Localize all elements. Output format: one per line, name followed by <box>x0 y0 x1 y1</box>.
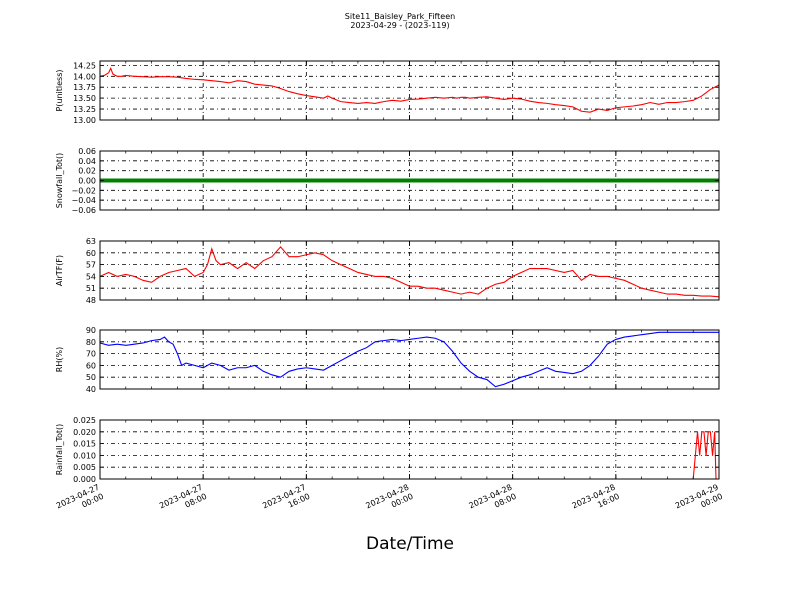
y-tick-label: 14.25 <box>73 61 96 70</box>
y-axis-label: Rainfall_Tot() <box>55 424 64 476</box>
y-tick-label: 80 <box>86 338 96 347</box>
y-tick-label: 51 <box>86 284 96 293</box>
x-tick-label: 2023-04-2816:00 <box>571 483 621 520</box>
y-tick-label: 13.25 <box>73 105 96 114</box>
x-tick-label: 2023-04-2716:00 <box>261 483 311 520</box>
x-axis-label: Date/Time <box>366 534 454 554</box>
chart-title: Site11_Baisley_Park_Fifteen <box>344 12 456 21</box>
y-tick-label: 70 <box>86 350 96 359</box>
y-tick-label: −0.04 <box>71 196 96 205</box>
y-tick-label: 40 <box>86 385 96 394</box>
y-tick-label: 0.00 <box>78 177 96 186</box>
y-tick-label: 63 <box>86 237 96 246</box>
y-axis-label: AirTF(F) <box>55 255 64 286</box>
y-tick-label: 0.000 <box>73 475 96 484</box>
y-tick-label: 60 <box>86 361 96 370</box>
x-tick-label: 2023-04-2900:00 <box>674 483 724 520</box>
x-tick-label: 2023-04-2700:00 <box>55 483 105 520</box>
x-tick-label: 2023-04-2800:00 <box>364 483 414 520</box>
series-line-5 <box>100 431 719 480</box>
y-tick-label: 14.00 <box>73 72 96 81</box>
y-tick-label: 0.005 <box>73 463 96 472</box>
y-tick-label: 48 <box>86 296 96 305</box>
y-tick-label: 60 <box>86 249 96 258</box>
y-tick-label: 0.02 <box>78 167 96 176</box>
y-tick-label: 50 <box>86 373 96 382</box>
y-tick-label: 0.04 <box>78 157 96 166</box>
x-tick-label: 2023-04-2808:00 <box>468 483 518 520</box>
y-tick-label: 90 <box>86 326 96 335</box>
y-tick-label: 13.50 <box>73 94 96 103</box>
series-line-1 <box>99 67 720 113</box>
y-tick-label: −0.06 <box>71 206 96 215</box>
y-tick-label: 0.025 <box>73 416 96 425</box>
series-line-3 <box>99 246 720 298</box>
y-tick-label: 54 <box>86 272 96 281</box>
y-tick-label: 13.00 <box>73 116 96 125</box>
x-tick-label: 2023-04-2708:00 <box>158 483 208 520</box>
y-tick-label: 57 <box>86 261 96 270</box>
y-axis-label: RH(%) <box>55 347 64 372</box>
series-line-4 <box>99 331 719 388</box>
y-tick-label: 13.75 <box>73 83 96 92</box>
y-tick-label: 0.015 <box>73 440 96 449</box>
y-tick-label: −0.02 <box>71 186 96 195</box>
y-tick-label: 0.06 <box>78 147 96 156</box>
y-tick-label: 0.020 <box>73 428 96 437</box>
chart-subtitle: 2023-04-29 - (2023-119) <box>350 21 450 30</box>
y-axis-label: P(unitless) <box>55 69 64 111</box>
y-axis-label: Snowfall_Tot() <box>55 153 64 209</box>
y-tick-label: 0.010 <box>73 451 96 460</box>
